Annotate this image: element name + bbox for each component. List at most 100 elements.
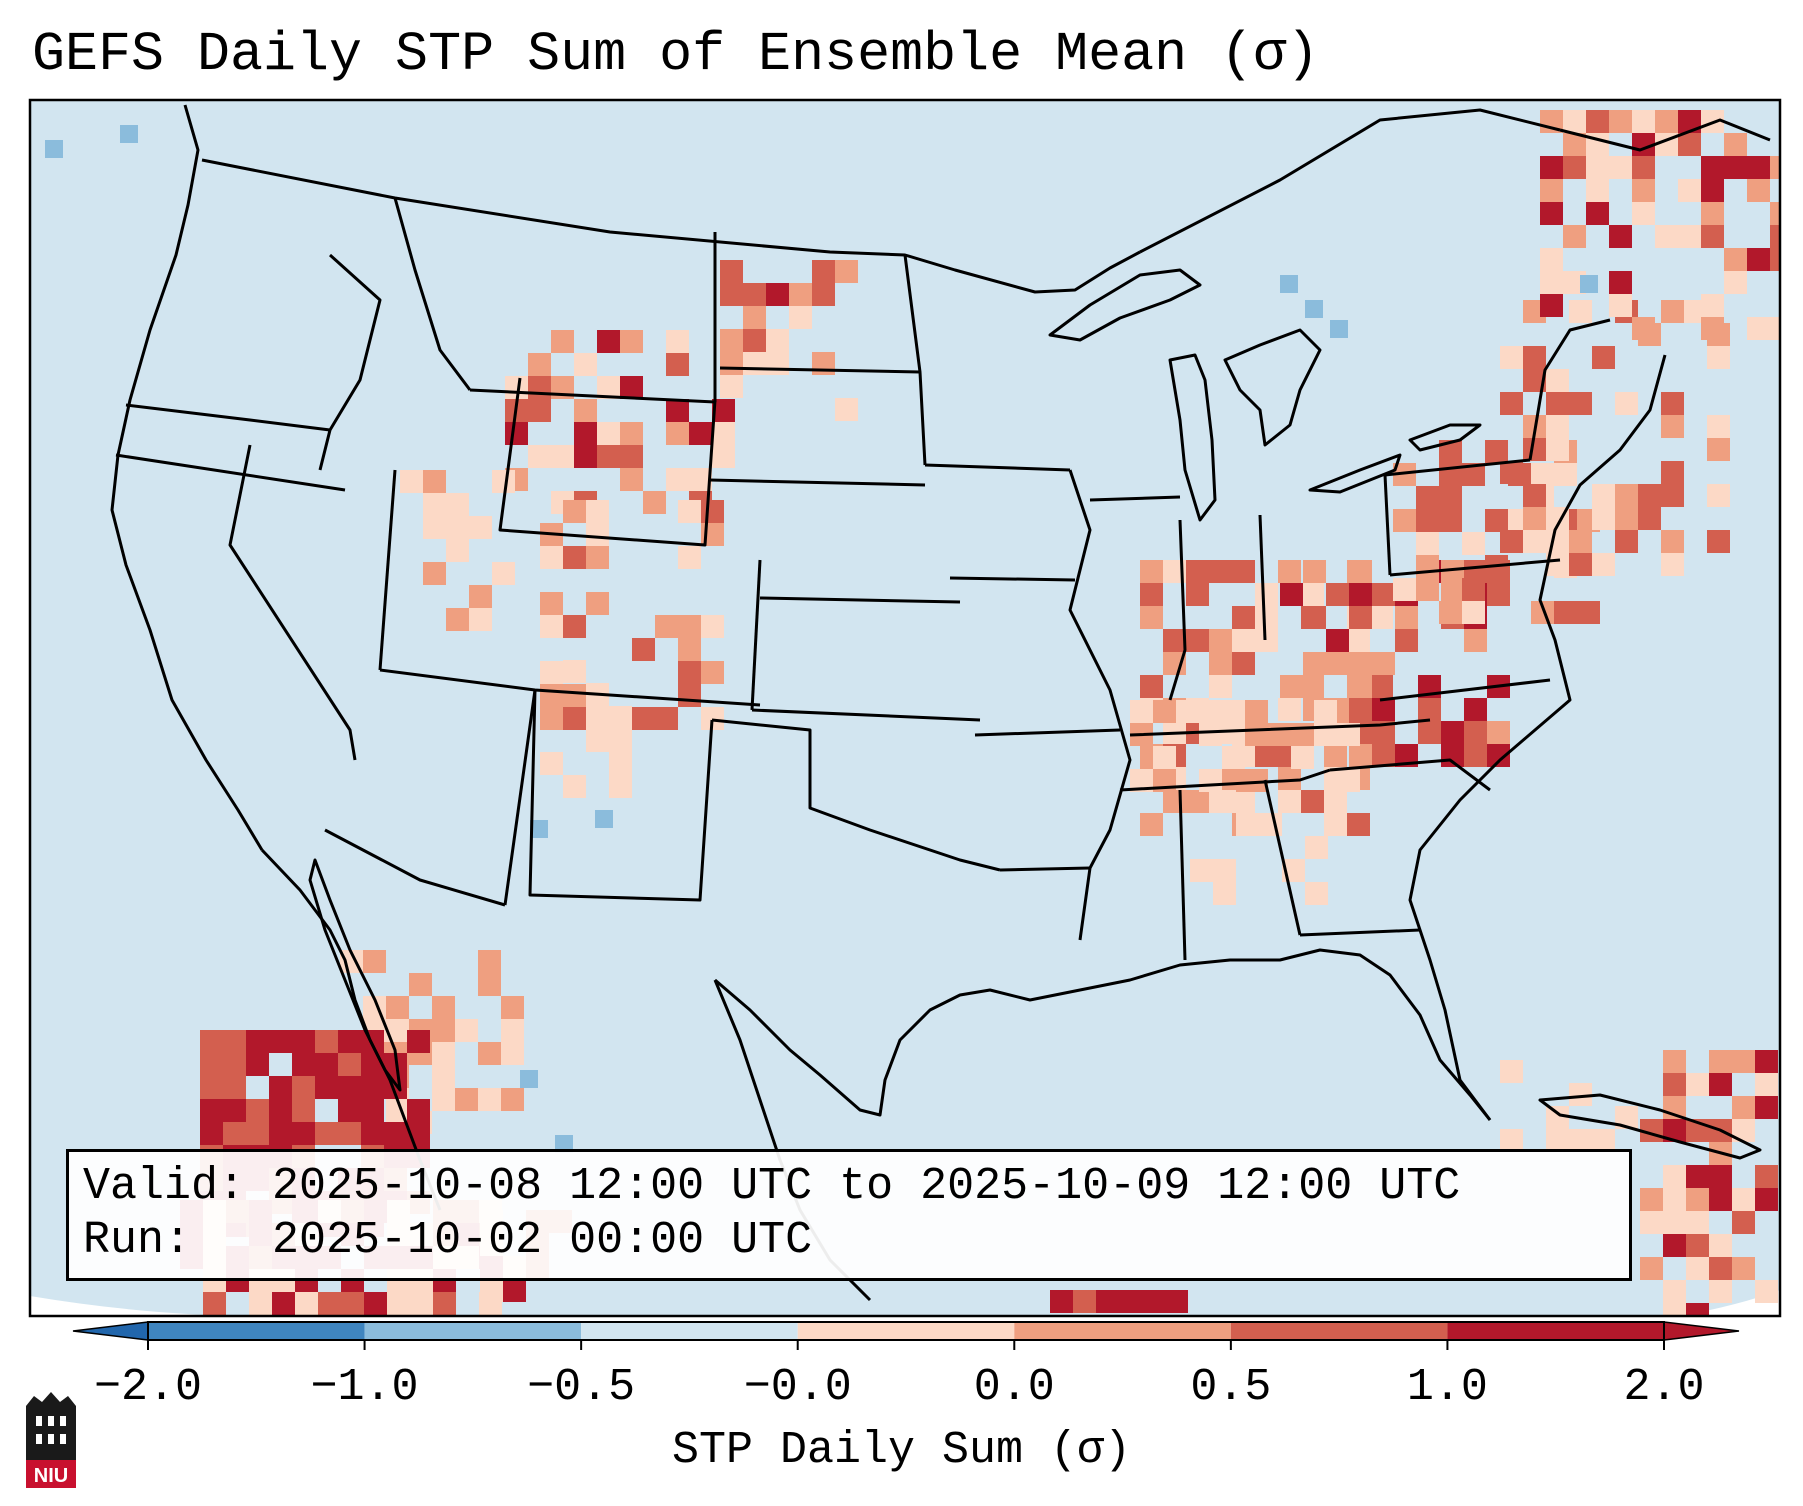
stp-cell <box>478 973 501 996</box>
stp-cell <box>1640 1188 1663 1211</box>
stp-cell <box>574 422 597 445</box>
stp-cell <box>1663 1165 1686 1188</box>
valid-value: 2025-10-08 12:00 UTC to 2025-10-09 12:00… <box>272 1161 1461 1212</box>
stp-cell <box>292 1076 315 1099</box>
stp-cell <box>620 376 643 399</box>
stp-cell <box>269 1076 292 1099</box>
stp-cell <box>1709 1188 1732 1211</box>
stp-cell <box>1190 859 1213 882</box>
stp-cell <box>1485 509 1508 532</box>
stp-cell <box>1337 769 1360 792</box>
stp-cell <box>1663 1119 1686 1142</box>
stp-cell <box>1563 156 1586 179</box>
stp-cell <box>1416 555 1439 578</box>
stp-cell <box>492 562 515 585</box>
stp-cell <box>1326 629 1349 652</box>
colorbar-segment <box>1447 1322 1664 1340</box>
border-ia-mo <box>949 576 1076 582</box>
border-nc-sc <box>1329 758 1491 792</box>
stp-cell <box>655 615 678 638</box>
stp-cell <box>223 1076 246 1099</box>
stp-cell <box>1609 294 1632 317</box>
border-ne-ks <box>759 596 961 604</box>
stp-cell <box>1500 346 1523 369</box>
stp-cell <box>563 615 586 638</box>
border-mississippi-river <box>1068 469 1132 941</box>
stp-cell <box>563 707 586 730</box>
stp-cell <box>632 707 655 730</box>
colorbar-tick-label: −0.0 <box>743 1362 852 1413</box>
stp-cell <box>1395 629 1418 652</box>
stp-cell <box>338 1030 361 1053</box>
stp-cell <box>678 546 701 569</box>
stp-cell <box>1439 601 1462 624</box>
stp-cell <box>200 1122 223 1145</box>
colorbar-tick-label: 2.0 <box>1623 1362 1705 1413</box>
border-in-oh <box>1258 514 1267 641</box>
logo-badge <box>26 1460 76 1488</box>
stp-cell <box>1291 746 1314 769</box>
stp-cell <box>1554 463 1577 486</box>
border-mt-wy <box>469 388 716 404</box>
stp-cell <box>1724 271 1747 294</box>
stp-cell <box>1709 1234 1732 1257</box>
stp-cell <box>1441 583 1464 606</box>
stp-cell <box>643 491 666 514</box>
stp-cell <box>1232 629 1255 652</box>
colorbar-under-arrow <box>72 1321 149 1341</box>
stp-cell <box>432 1065 455 1088</box>
stp-cell <box>666 330 689 353</box>
stp-cell <box>1370 606 1393 629</box>
stp-cell <box>1661 461 1684 484</box>
stp-cell <box>292 1122 315 1145</box>
stp-cell <box>295 1292 318 1315</box>
stp-cell <box>361 1076 384 1099</box>
border-az-south <box>324 828 506 907</box>
stp-cell <box>1770 225 1780 248</box>
stp-cell <box>666 399 689 422</box>
stp-cell <box>1701 317 1724 340</box>
us-east-coast <box>1408 354 1667 1121</box>
stp-cell <box>246 1030 269 1053</box>
lake-michigan <box>1168 353 1217 522</box>
stp-cell <box>1140 560 1163 583</box>
stp-cell-negative <box>1305 300 1323 318</box>
stp-cell <box>1416 532 1439 555</box>
colorbar-segment <box>148 1322 365 1340</box>
stp-cell <box>1464 744 1487 767</box>
stp-cell <box>1130 700 1153 723</box>
stp-cell <box>1732 1119 1755 1142</box>
stp-cell <box>1209 629 1232 652</box>
stp-cell <box>1661 530 1684 553</box>
stp-cell <box>720 260 743 283</box>
colorbar-tick-label: −1.0 <box>310 1362 419 1413</box>
stp-cell <box>501 1088 524 1111</box>
border-nd-sd <box>719 366 921 374</box>
stp-cell <box>1324 790 1347 813</box>
stp-cell <box>364 1292 387 1315</box>
stp-cell <box>1163 629 1186 652</box>
stp-cell <box>223 1099 246 1122</box>
stp-cell <box>1153 746 1176 769</box>
stp-cell <box>315 1030 338 1053</box>
stp-cell <box>1686 1188 1709 1211</box>
stp-cell <box>407 1099 430 1122</box>
border-quebec <box>1559 118 1771 152</box>
stp-cell <box>1500 392 1523 415</box>
stp-cell <box>1569 1083 1592 1106</box>
lake-huron <box>1223 328 1322 447</box>
stp-cell <box>1661 553 1684 576</box>
stp-cell <box>361 1122 384 1145</box>
stp-cell <box>423 493 446 516</box>
colorbar-tick-label: −2.0 <box>93 1362 203 1413</box>
stp-cell <box>620 468 643 491</box>
border-nv-ut <box>378 469 397 671</box>
stp-cell <box>1186 583 1209 606</box>
stp-cell <box>1349 744 1372 767</box>
border-az-nm <box>503 689 537 906</box>
colorbar-segment <box>1230 1322 1448 1340</box>
stp-cell <box>1370 675 1393 698</box>
stp-cell <box>1686 1211 1709 1234</box>
stp-cell <box>1305 836 1328 859</box>
stp-cell <box>505 422 528 445</box>
